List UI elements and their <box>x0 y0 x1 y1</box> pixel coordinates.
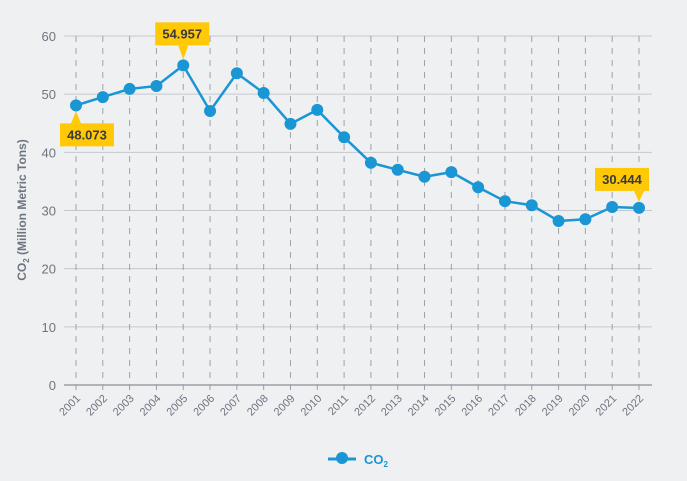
y-axis-ticks: 0 10 20 30 40 50 60 <box>42 29 56 393</box>
data-point <box>606 201 619 214</box>
data-point <box>633 201 645 214</box>
legend-label: CO2 <box>364 452 389 469</box>
x-tick-label: 2014 <box>406 393 432 419</box>
y-tick-label: 60 <box>42 29 56 44</box>
data-point <box>338 131 351 144</box>
x-tick-label: 2001 <box>57 393 83 419</box>
callout-box <box>60 123 114 147</box>
data-point <box>445 166 458 179</box>
data-point <box>472 181 485 194</box>
callout: 30.444 <box>595 167 649 202</box>
series-co2 <box>70 59 645 227</box>
y-tick-label: 50 <box>42 87 56 102</box>
data-point <box>150 80 163 93</box>
x-tick-label: 2012 <box>352 393 378 419</box>
y-axis-label: CO2 (Million Metric Tons) <box>15 139 31 281</box>
x-tick-label: 2005 <box>165 393 191 419</box>
callout-box <box>595 167 649 191</box>
data-point <box>418 170 431 183</box>
grid <box>64 35 652 390</box>
x-tick-label: 2016 <box>459 393 485 419</box>
x-tick-label: 2006 <box>191 393 217 419</box>
y-axis-label-subscript: 2 <box>22 258 31 263</box>
data-point <box>70 99 82 112</box>
x-tick-label: 2017 <box>486 393 512 419</box>
x-tick-label: 2003 <box>111 393 137 419</box>
callout-box <box>155 22 210 46</box>
y-axis-label-main: CO <box>15 263 29 281</box>
x-tick-label: 2011 <box>326 393 351 418</box>
y-tick-label: 30 <box>42 204 56 219</box>
y-axis-label-rest: (Million Metric Tons) <box>15 139 29 258</box>
x-tick-label: 2022 <box>620 393 646 419</box>
callout-label: 30.444 <box>602 172 643 187</box>
x-tick-label: 2010 <box>299 393 325 419</box>
y-tick-label: 40 <box>42 145 56 160</box>
data-point <box>579 213 592 226</box>
x-tick-label: 2020 <box>567 393 593 419</box>
series-line <box>75 64 640 223</box>
x-tick-label: 2002 <box>84 393 110 419</box>
x-tick-label: 2015 <box>433 393 459 419</box>
y-tick-label: 0 <box>49 378 56 393</box>
data-point <box>498 195 511 208</box>
data-point <box>230 67 243 80</box>
y-tick-label: 20 <box>42 262 56 277</box>
x-tick-label: 2021 <box>594 393 620 419</box>
x-tick-label: 2019 <box>540 393 566 419</box>
callout-label: 54.957 <box>162 26 202 41</box>
legend-label-subscript: 2 <box>384 460 389 469</box>
data-point <box>284 117 297 130</box>
callouts: 48.073 54.957 30.444 <box>60 22 649 202</box>
legend-label-main: CO <box>364 452 384 467</box>
data-point <box>177 59 190 72</box>
callout: 54.957 <box>155 22 210 60</box>
callout: 48.073 <box>60 111 114 147</box>
legend-marker-icon <box>336 452 348 464</box>
callout-pointer <box>178 45 189 60</box>
x-tick-label: 2009 <box>272 393 298 419</box>
x-axis-ticks: 2001 2002 2003 2004 2005 2006 2007 2008 2009 2010… <box>57 393 646 419</box>
data-point <box>364 156 377 169</box>
data-point <box>123 82 136 95</box>
data-point <box>257 87 270 100</box>
x-tick-label: 2007 <box>218 393 244 419</box>
x-tick-label: 2008 <box>245 393 271 419</box>
legend[interactable]: CO2 <box>328 452 389 469</box>
data-point <box>311 103 324 116</box>
data-point <box>204 105 217 118</box>
data-point <box>391 163 404 176</box>
data-point <box>552 214 565 227</box>
y-tick-label: 10 <box>42 320 56 335</box>
callout-label: 48.073 <box>67 127 107 142</box>
callout-pointer <box>71 111 81 124</box>
x-tick-label: 2018 <box>513 393 539 419</box>
x-tick-label: 2013 <box>379 393 405 419</box>
callout-pointer <box>634 190 644 202</box>
data-point <box>96 91 109 104</box>
data-point <box>525 199 538 212</box>
x-tick-label: 2004 <box>138 393 164 419</box>
